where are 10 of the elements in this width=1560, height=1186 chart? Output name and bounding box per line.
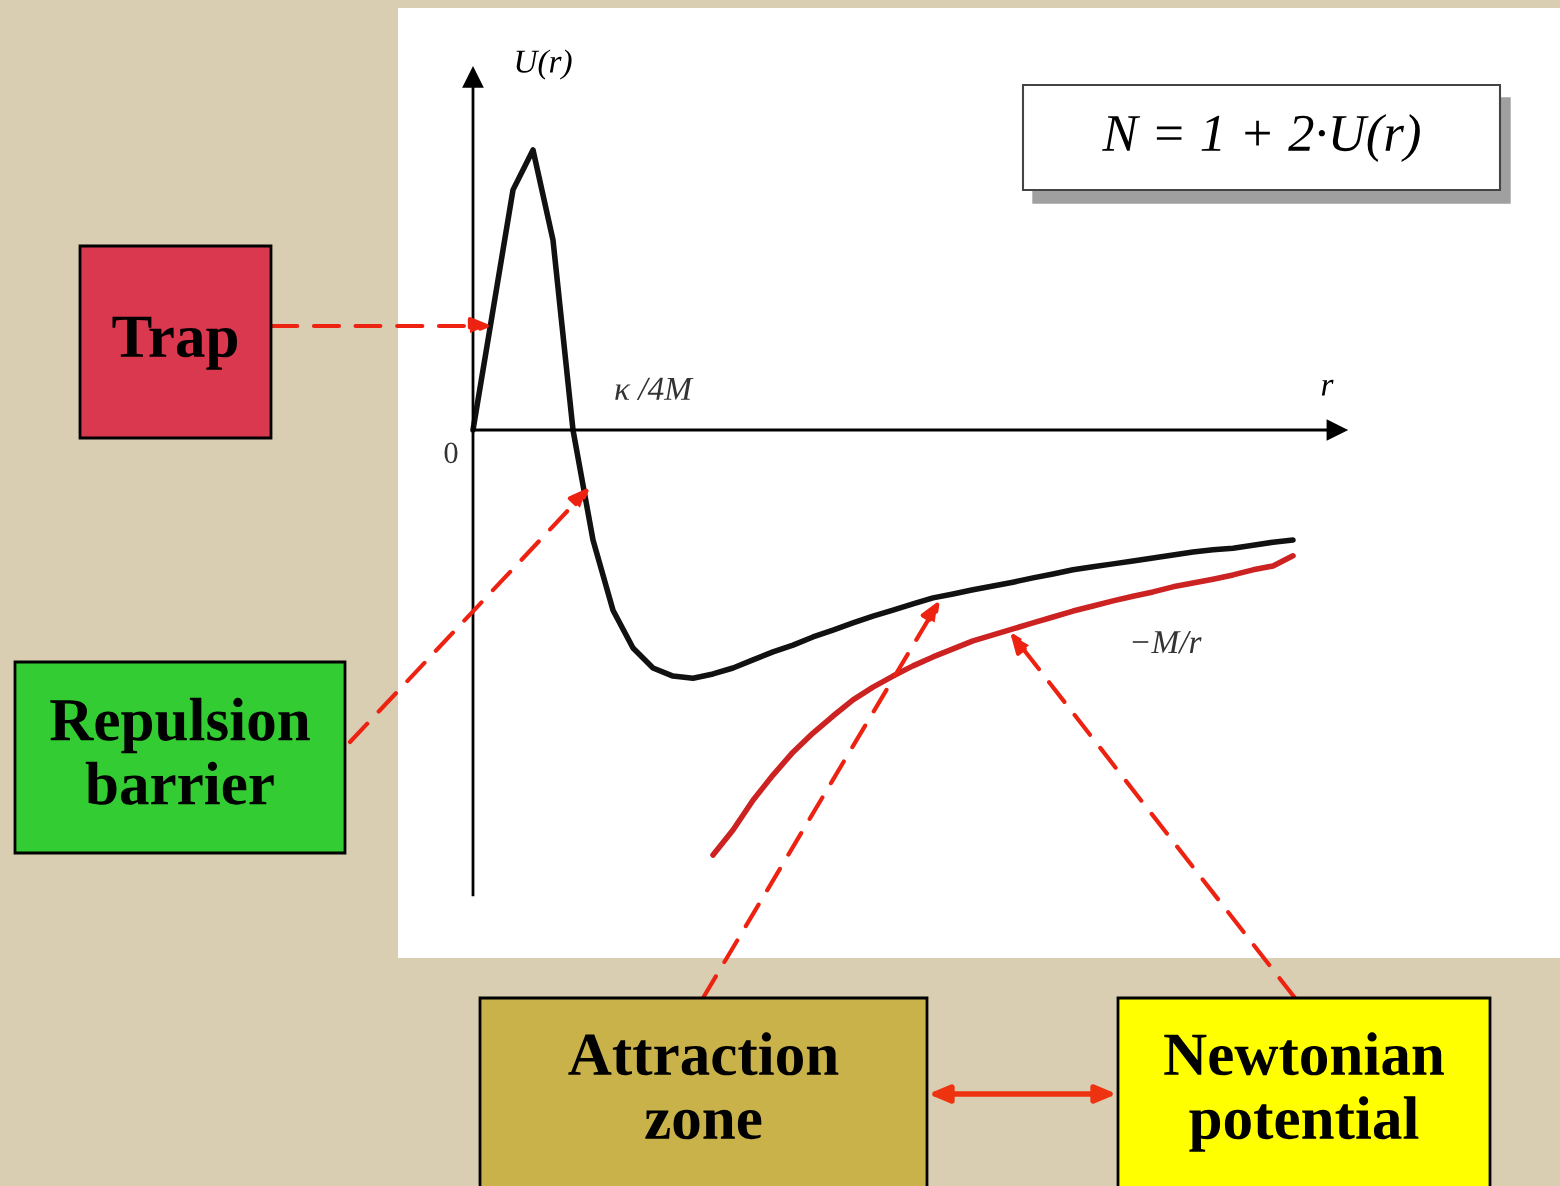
text: Newtonian potential <box>1164 1032 1444 1152</box>
text: Trap <box>112 316 237 370</box>
x-axis-title: r <box>1321 379 1334 396</box>
y-axis-title: U(r) <box>516 49 572 80</box>
text: Attraction zone <box>568 1032 839 1140</box>
series-label: −M/r <box>1132 631 1202 654</box>
text: Repulsion barrier <box>50 697 310 805</box>
annotation: N = 1 + 2·U(r) <box>1102 114 1420 162</box>
annotation: κ /4M <box>615 377 694 401</box>
text: 0 <box>444 442 458 464</box>
